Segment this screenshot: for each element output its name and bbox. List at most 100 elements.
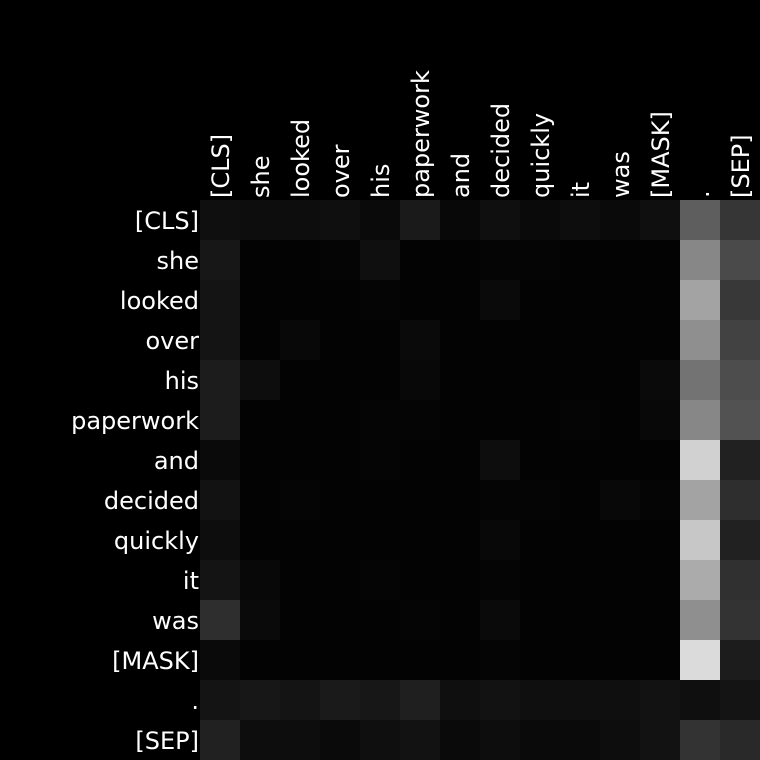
- heatmap-cell-r12-c0: [200, 680, 240, 720]
- heatmap-cell-r2-c0: [200, 280, 240, 320]
- heatmap-cell-r4-c0: [200, 360, 240, 400]
- heatmap-cell-r7-c2: [280, 480, 320, 520]
- heatmap-cell-r10-c6: [440, 600, 480, 640]
- heatmap-cell-r13-c2: [280, 720, 320, 760]
- heatmap-cell-r6-c5: [400, 440, 440, 480]
- heatmap-cell-r4-c12: [680, 360, 720, 400]
- heatmap-cell-r0-c2: [280, 200, 320, 240]
- heatmap-cell-r6-c13: [720, 440, 760, 480]
- heatmap-cell-r0-c3: [320, 200, 360, 240]
- heatmap-cell-r11-c11: [640, 640, 680, 680]
- heatmap-cell-r6-c3: [320, 440, 360, 480]
- heatmap-cell-r13-c12: [680, 720, 720, 760]
- heatmap-cell-r7-c10: [600, 480, 640, 520]
- heatmap-cell-r1-c13: [720, 240, 760, 280]
- heatmap-cell-r13-c0: [200, 720, 240, 760]
- heatmap-cell-r7-c1: [240, 480, 280, 520]
- heatmap-cell-r11-c1: [240, 640, 280, 680]
- heatmap-cell-r12-c5: [400, 680, 440, 720]
- heatmap-cell-r1-c9: [560, 240, 600, 280]
- heatmap-cell-r10-c10: [600, 600, 640, 640]
- heatmap-cell-r10-c5: [400, 600, 440, 640]
- heatmap-cell-r10-c4: [360, 600, 400, 640]
- heatmap-cell-r4-c6: [440, 360, 480, 400]
- heatmap-cell-r11-c6: [440, 640, 480, 680]
- heatmap-cell-r8-c1: [240, 520, 280, 560]
- heatmap-cell-r1-c5: [400, 240, 440, 280]
- heatmap-cell-r3-c5: [400, 320, 440, 360]
- heatmap-cell-r9-c6: [440, 560, 480, 600]
- heatmap-cell-r13-c9: [560, 720, 600, 760]
- heatmap-cell-r0-c7: [480, 200, 520, 240]
- row-label: and: [154, 447, 199, 475]
- heatmap-cell-r13-c8: [520, 720, 560, 760]
- heatmap-cell-r11-c4: [360, 640, 400, 680]
- heatmap-cell-r12-c11: [640, 680, 680, 720]
- heatmap-cell-r9-c5: [400, 560, 440, 600]
- heatmap-cell-r8-c13: [720, 520, 760, 560]
- row-label: [MASK]: [112, 647, 199, 675]
- heatmap-cell-r4-c5: [400, 360, 440, 400]
- heatmap-cell-r3-c7: [480, 320, 520, 360]
- heatmap-cell-r9-c3: [320, 560, 360, 600]
- heatmap-cell-r3-c8: [520, 320, 560, 360]
- heatmap-cell-r11-c13: [720, 640, 760, 680]
- heatmap-cell-r9-c4: [360, 560, 400, 600]
- heatmap-cell-r7-c9: [560, 480, 600, 520]
- heatmap-cell-r7-c13: [720, 480, 760, 520]
- heatmap-cell-r2-c13: [720, 280, 760, 320]
- heatmap-cell-r13-c4: [360, 720, 400, 760]
- heatmap-cell-r11-c2: [280, 640, 320, 680]
- heatmap-cell-r13-c7: [480, 720, 520, 760]
- heatmap-cell-r8-c8: [520, 520, 560, 560]
- heatmap-cell-r3-c4: [360, 320, 400, 360]
- row-label: .: [191, 687, 199, 715]
- heatmap-cell-r5-c2: [280, 400, 320, 440]
- heatmap-cell-r4-c4: [360, 360, 400, 400]
- row-label: [SEP]: [135, 727, 199, 755]
- heatmap-cell-r5-c1: [240, 400, 280, 440]
- heatmap-cell-r12-c13: [720, 680, 760, 720]
- heatmap-cell-r10-c0: [200, 600, 240, 640]
- heatmap-cell-r8-c2: [280, 520, 320, 560]
- heatmap-cell-r2-c1: [240, 280, 280, 320]
- heatmap-cell-r3-c13: [720, 320, 760, 360]
- heatmap-cell-r7-c12: [680, 480, 720, 520]
- heatmap-cell-r1-c6: [440, 240, 480, 280]
- heatmap-cell-r6-c7: [480, 440, 520, 480]
- heatmap-cell-r2-c11: [640, 280, 680, 320]
- column-token-labels: [CLS] she looked over his paperwork and decided…: [207, 70, 755, 198]
- heatmap-cell-r8-c5: [400, 520, 440, 560]
- heatmap-cell-r3-c11: [640, 320, 680, 360]
- heatmap-cell-r1-c8: [520, 240, 560, 280]
- heatmap-cell-r6-c10: [600, 440, 640, 480]
- heatmap-cell-r7-c0: [200, 480, 240, 520]
- heatmap-cell-r8-c12: [680, 520, 720, 560]
- column-label: paperwork: [407, 70, 435, 198]
- heatmap-cell-r7-c6: [440, 480, 480, 520]
- row-label: it: [183, 567, 199, 595]
- heatmap-cell-r7-c11: [640, 480, 680, 520]
- heatmap-cell-r2-c5: [400, 280, 440, 320]
- row-label: quickly: [114, 527, 199, 555]
- heatmap-cell-r2-c4: [360, 280, 400, 320]
- column-label: [CLS]: [207, 134, 235, 198]
- heatmap-cell-r0-c10: [600, 200, 640, 240]
- heatmap-cell-r0-c9: [560, 200, 600, 240]
- heatmap-cell-r6-c11: [640, 440, 680, 480]
- heatmap-cell-r11-c12: [680, 640, 720, 680]
- heatmap-cell-r2-c9: [560, 280, 600, 320]
- heatmap-cell-r1-c10: [600, 240, 640, 280]
- heatmap-cell-r9-c12: [680, 560, 720, 600]
- heatmap-cell-r1-c0: [200, 240, 240, 280]
- heatmap-cell-r4-c13: [720, 360, 760, 400]
- heatmap-cell-r8-c9: [560, 520, 600, 560]
- heatmap-cell-r13-c1: [240, 720, 280, 760]
- heatmap-cell-r12-c3: [320, 680, 360, 720]
- heatmap-cell-r12-c8: [520, 680, 560, 720]
- heatmap-cell-r5-c0: [200, 400, 240, 440]
- heatmap-cell-r10-c3: [320, 600, 360, 640]
- heatmap-cell-r1-c4: [360, 240, 400, 280]
- heatmap-cell-r3-c1: [240, 320, 280, 360]
- heatmap-cell-r2-c12: [680, 280, 720, 320]
